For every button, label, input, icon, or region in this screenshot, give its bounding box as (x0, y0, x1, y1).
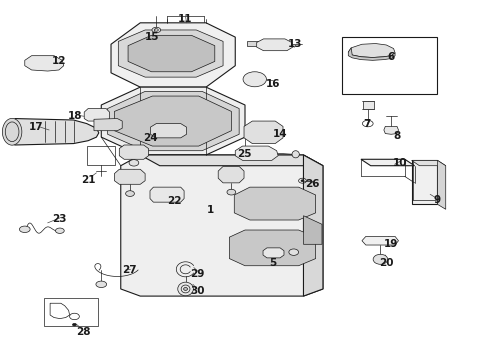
Ellipse shape (129, 159, 139, 166)
Polygon shape (94, 118, 122, 131)
Polygon shape (257, 39, 293, 51)
Polygon shape (140, 155, 323, 166)
Text: 17: 17 (29, 122, 44, 132)
Text: 26: 26 (305, 179, 319, 189)
Bar (363, 101, 374, 109)
Polygon shape (348, 48, 395, 60)
Polygon shape (84, 109, 110, 121)
Ellipse shape (301, 180, 304, 181)
Text: 16: 16 (266, 78, 280, 89)
Polygon shape (150, 187, 184, 202)
Ellipse shape (272, 135, 278, 138)
Text: 2: 2 (138, 150, 146, 160)
Polygon shape (234, 187, 316, 220)
Text: 24: 24 (143, 133, 157, 143)
Text: 11: 11 (178, 14, 193, 24)
Polygon shape (111, 23, 235, 87)
Text: 23: 23 (51, 213, 66, 224)
Bar (247, 41, 258, 46)
Polygon shape (115, 169, 145, 184)
Polygon shape (128, 35, 215, 72)
Polygon shape (263, 248, 284, 258)
Text: 6: 6 (388, 52, 395, 62)
Ellipse shape (252, 77, 258, 81)
Polygon shape (361, 159, 415, 166)
Text: 10: 10 (392, 158, 407, 168)
Polygon shape (25, 56, 64, 71)
Ellipse shape (243, 72, 267, 87)
Bar (44, 298, 98, 327)
Text: 15: 15 (145, 32, 160, 42)
Ellipse shape (124, 173, 135, 180)
Ellipse shape (162, 127, 174, 135)
Polygon shape (229, 230, 316, 266)
Text: 8: 8 (393, 131, 401, 141)
Text: 28: 28 (76, 327, 91, 337)
Polygon shape (121, 155, 323, 296)
Polygon shape (412, 160, 438, 204)
Polygon shape (303, 216, 322, 244)
Polygon shape (218, 166, 244, 183)
Text: 19: 19 (384, 239, 398, 249)
Polygon shape (119, 145, 148, 159)
Polygon shape (244, 121, 283, 144)
Text: 12: 12 (51, 57, 66, 66)
Text: 3: 3 (133, 173, 141, 183)
Ellipse shape (272, 126, 278, 130)
Text: 7: 7 (363, 118, 370, 129)
Text: 20: 20 (379, 258, 393, 268)
Text: 14: 14 (273, 129, 288, 139)
Polygon shape (4, 118, 99, 145)
Ellipse shape (227, 189, 236, 195)
Bar (343, 37, 438, 94)
Ellipse shape (257, 126, 270, 138)
Polygon shape (438, 160, 446, 209)
Polygon shape (303, 155, 323, 296)
Text: 13: 13 (288, 39, 302, 49)
Text: 30: 30 (190, 287, 204, 296)
Polygon shape (235, 146, 278, 160)
Text: 18: 18 (68, 111, 83, 121)
Ellipse shape (178, 282, 194, 296)
Text: 29: 29 (190, 269, 204, 279)
Text: 9: 9 (434, 195, 441, 204)
Text: 25: 25 (237, 149, 251, 159)
Ellipse shape (2, 118, 22, 145)
Polygon shape (384, 126, 398, 134)
Polygon shape (150, 123, 187, 138)
Polygon shape (348, 44, 395, 58)
Ellipse shape (20, 226, 30, 233)
Polygon shape (118, 30, 223, 77)
Text: 5: 5 (270, 258, 277, 268)
Polygon shape (115, 96, 231, 146)
Polygon shape (108, 91, 239, 151)
Text: 4: 4 (234, 173, 242, 183)
Ellipse shape (96, 281, 107, 288)
Ellipse shape (152, 27, 161, 33)
Ellipse shape (373, 254, 388, 264)
Polygon shape (101, 87, 245, 155)
Ellipse shape (73, 323, 76, 326)
Ellipse shape (125, 191, 134, 197)
Ellipse shape (55, 228, 64, 233)
Ellipse shape (292, 151, 299, 158)
Polygon shape (362, 237, 398, 245)
Ellipse shape (184, 288, 188, 291)
Ellipse shape (289, 249, 298, 255)
Polygon shape (412, 160, 446, 166)
Text: 27: 27 (122, 265, 136, 275)
Text: 1: 1 (207, 205, 215, 215)
Text: 21: 21 (81, 175, 96, 185)
Text: 22: 22 (167, 197, 182, 206)
Bar (87, 147, 115, 165)
